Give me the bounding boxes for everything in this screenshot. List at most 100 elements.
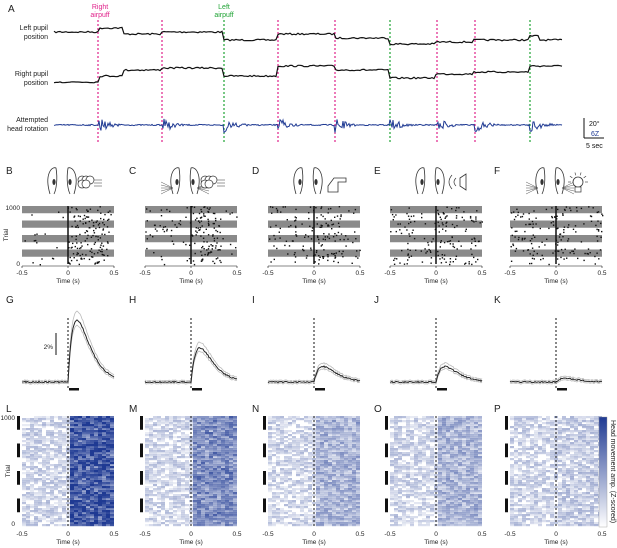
stimulus-bar	[192, 388, 202, 391]
x-tick: -0.5	[504, 270, 516, 277]
panel-b: B -0.5 0 0.5 Time (s) 1000 0 Trial	[3, 166, 119, 285]
x-tick: -0.5	[504, 531, 516, 538]
right-airpuff-label: Right	[92, 4, 108, 11]
head-rotation-trace	[53, 118, 563, 134]
trial-block-bar	[505, 443, 508, 458]
raster-plot: -0.5 0 0.5 Time (s)	[504, 206, 607, 285]
mean-trace	[21, 319, 115, 384]
scale-deg: 20°	[589, 120, 600, 128]
airpuff-icon	[77, 175, 102, 189]
x-axis-label: Time (s)	[544, 278, 568, 285]
x-tick: 0	[312, 531, 316, 538]
scale-bar-a: 20° 6Z 5 sec	[583, 118, 604, 150]
left-pupil-trace	[53, 26, 563, 46]
sem-lower	[21, 324, 115, 385]
panel-letter-b: B	[6, 166, 13, 177]
x-tick: -0.5	[139, 270, 151, 277]
x-tick: -0.5	[139, 531, 151, 538]
y-axis-label: Trial	[5, 464, 12, 477]
x-tick: -0.5	[384, 270, 396, 277]
trial-block-bar	[385, 443, 388, 458]
speaker-icon	[448, 173, 467, 191]
x-axis-label: Time (s)	[424, 539, 448, 546]
y-tick-top: 1000	[1, 415, 16, 422]
x-tick: 0	[434, 531, 438, 538]
left-airpuff-label-2: airpuff	[214, 12, 233, 19]
x-tick: 0.5	[109, 270, 118, 277]
panel-j: J	[374, 295, 483, 391]
panel-o: O -0.5 0 0.5 Time (s)	[374, 404, 487, 546]
trial-block-bar	[505, 416, 508, 430]
x-tick: -0.5	[384, 531, 396, 538]
row-b-f: B -0.5 0 0.5 Time (s) 1000 0 Trial C -0.5 0 0.5 Time…	[3, 166, 607, 285]
trial-block-bar	[17, 498, 20, 513]
mean-trace	[267, 365, 361, 384]
x-tick: 0.5	[597, 270, 606, 277]
x-axis-label: Time (s)	[56, 539, 80, 546]
panel-a: A Right airpuff Left airpuff Left pupil …	[7, 4, 604, 150]
trial-block-bar	[505, 498, 508, 513]
x-tick: 0.5	[355, 531, 364, 538]
stimulus-bar	[557, 388, 567, 391]
trial-block-bar	[263, 416, 266, 430]
y-tick-bottom: 0	[11, 521, 15, 528]
panel-d: D -0.5 0 0.5 Time (s)	[252, 166, 365, 285]
x-tick: -0.5	[16, 270, 28, 277]
panel-letter-e: E	[374, 166, 381, 177]
hand-icon	[327, 177, 347, 193]
x-tick: 0	[189, 270, 193, 277]
x-tick: 0.5	[477, 270, 486, 277]
panel-f: F -0.5 0 0.5 Time (s)	[494, 166, 607, 285]
heatmap: -0.5 0 0.5 Time (s)	[384, 416, 487, 546]
x-tick: -0.5	[262, 531, 274, 538]
raster-plot: -0.5 0 0.5 Time (s) 1000 0 Trial	[3, 205, 119, 285]
x-tick: 0	[312, 270, 316, 277]
row-label-left-pupil: Left pupil	[20, 25, 49, 32]
y-axis-label: Trial	[3, 228, 10, 241]
x-tick: 0.5	[232, 270, 241, 277]
mean-trace	[144, 346, 238, 384]
x-axis-label: Time (s)	[179, 278, 203, 285]
sem-lower	[267, 367, 361, 385]
stimulus-illustration	[47, 167, 102, 195]
stimulus-illustration	[293, 167, 347, 195]
panel-i: I	[252, 295, 361, 391]
stim-lines-group	[97, 20, 531, 142]
x-tick: 0.5	[477, 531, 486, 538]
stimulus-illustration	[160, 167, 225, 195]
colorbar: Head movement amp. (Z-scored)	[598, 416, 616, 528]
panel-letter-l: L	[6, 404, 12, 415]
sem-lower	[144, 350, 238, 385]
x-axis-label: Time (s)	[56, 278, 80, 285]
x-axis-label: Time (s)	[302, 539, 326, 546]
panel-letter-j: J	[374, 295, 379, 306]
right-pupil-trace	[53, 64, 563, 84]
trial-block-bar	[140, 416, 143, 430]
trial-block-bar	[17, 443, 20, 458]
scale-time: 5 sec	[586, 143, 603, 150]
panel-letter-i: I	[252, 295, 255, 306]
panel-k: K	[494, 295, 603, 391]
trial-block-bar	[263, 471, 266, 485]
panel-letter-g: G	[6, 295, 14, 306]
mean-trace	[389, 365, 483, 384]
scale-z: 6Z	[591, 131, 600, 138]
x-tick: 0	[189, 531, 193, 538]
stimulus-bar	[69, 388, 79, 391]
row-label-right-pupil: Right pupil	[15, 71, 49, 78]
trial-block-bar	[385, 498, 388, 513]
panel-letter-m: M	[129, 404, 137, 415]
x-tick: 0.5	[355, 270, 364, 277]
mean-trace	[509, 377, 603, 384]
x-tick: 0	[434, 270, 438, 277]
row-label-left-pupil-2: position	[24, 34, 48, 41]
panel-letter-h: H	[129, 295, 136, 306]
trial-block-bar	[140, 471, 143, 485]
trial-block-bar	[385, 471, 388, 485]
trial-block-bar	[263, 498, 266, 513]
panel-letter-n: N	[252, 404, 259, 415]
trial-block-bar	[505, 471, 508, 485]
y-tick-top: 1000	[6, 205, 21, 212]
panel-m: M -0.5 0 0.5 Time (s)	[129, 404, 242, 546]
